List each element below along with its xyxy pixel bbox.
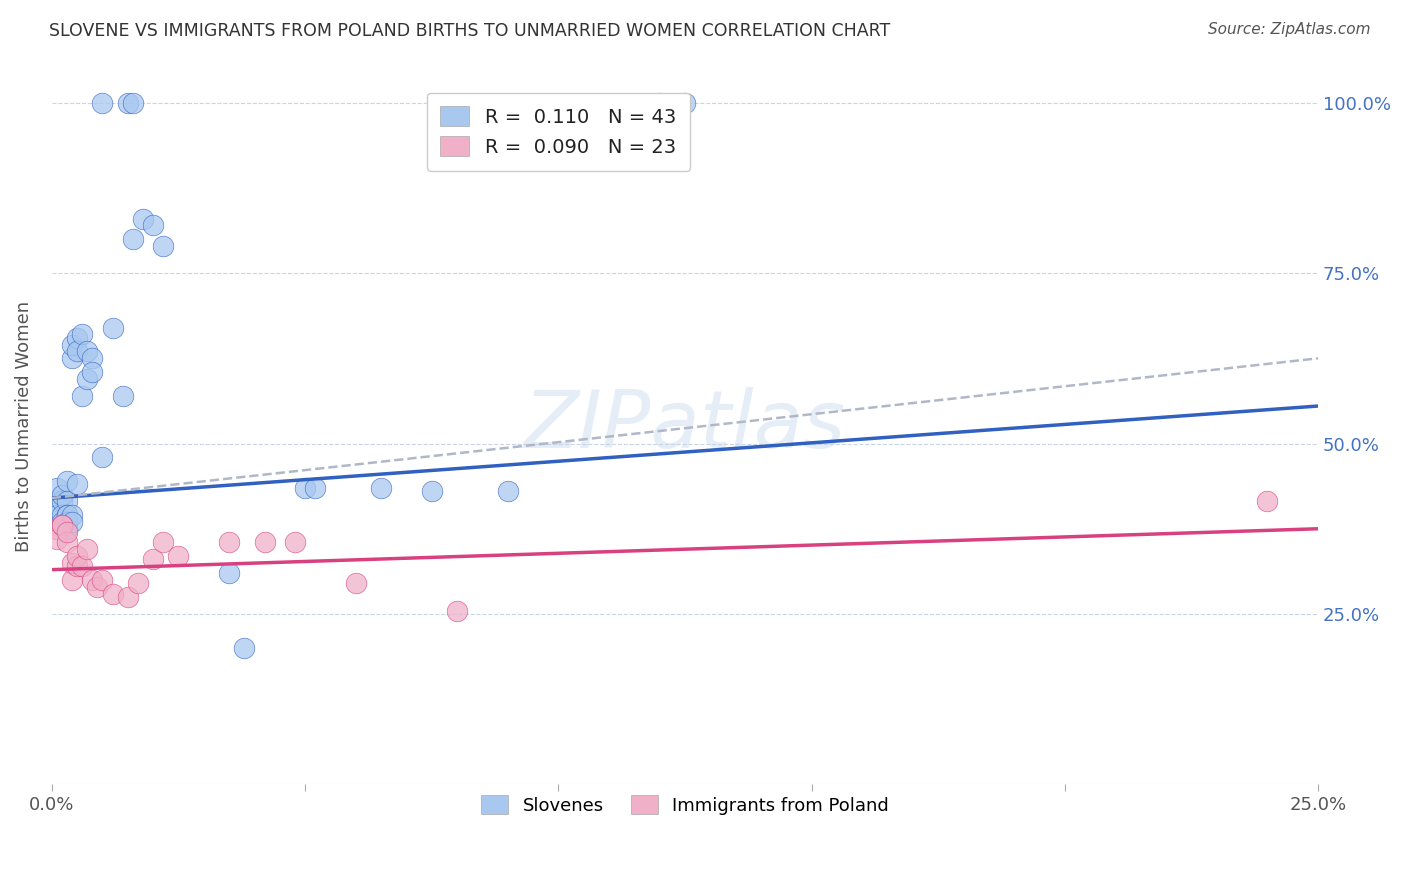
- Text: SLOVENE VS IMMIGRANTS FROM POLAND BIRTHS TO UNMARRIED WOMEN CORRELATION CHART: SLOVENE VS IMMIGRANTS FROM POLAND BIRTHS…: [49, 22, 890, 40]
- Point: [101, 586, 124, 600]
- Point: [56, 474, 79, 488]
- Point: [66, 344, 89, 359]
- Point: [56, 515, 79, 529]
- Point: [152, 535, 174, 549]
- Point: [60, 556, 83, 570]
- Point: [66, 331, 89, 345]
- Point: [86, 580, 108, 594]
- Point: [60, 508, 83, 522]
- Point: [56, 525, 79, 540]
- Point: [66, 549, 89, 563]
- Point: [218, 566, 240, 580]
- Point: [294, 481, 316, 495]
- Point: [51, 518, 73, 533]
- Point: [117, 95, 139, 110]
- Point: [60, 337, 83, 351]
- Point: [56, 522, 79, 536]
- Point: [121, 232, 143, 246]
- Point: [233, 641, 256, 656]
- Point: [60, 351, 83, 366]
- Point: [56, 508, 79, 522]
- Point: [253, 535, 276, 549]
- Point: [344, 576, 367, 591]
- Point: [70, 389, 93, 403]
- Point: [111, 389, 134, 403]
- Point: [673, 95, 696, 110]
- Point: [56, 508, 79, 522]
- Point: [91, 450, 114, 465]
- Point: [496, 484, 519, 499]
- Point: [82, 573, 104, 587]
- Point: [370, 481, 392, 495]
- Point: [142, 219, 165, 233]
- Point: [82, 365, 104, 379]
- Point: [167, 549, 190, 563]
- Point: [127, 576, 149, 591]
- Point: [45, 494, 67, 508]
- Point: [142, 552, 165, 566]
- Legend: Slovenes, Immigrants from Poland: Slovenes, Immigrants from Poland: [470, 784, 900, 825]
- Point: [76, 372, 98, 386]
- Point: [76, 344, 98, 359]
- Text: ZIPatlas: ZIPatlas: [524, 387, 846, 466]
- Point: [76, 542, 98, 557]
- Point: [70, 327, 93, 342]
- Text: Source: ZipAtlas.com: Source: ZipAtlas.com: [1208, 22, 1371, 37]
- Point: [51, 508, 73, 522]
- Point: [121, 95, 143, 110]
- Point: [66, 559, 89, 574]
- Point: [101, 320, 124, 334]
- Point: [648, 95, 671, 110]
- Point: [45, 532, 67, 546]
- Point: [51, 494, 73, 508]
- Point: [56, 494, 79, 508]
- Point: [45, 481, 67, 495]
- Point: [117, 590, 139, 604]
- Point: [152, 239, 174, 253]
- Point: [51, 488, 73, 502]
- Point: [60, 515, 83, 529]
- Point: [218, 535, 240, 549]
- Point: [82, 351, 104, 366]
- Point: [420, 484, 443, 499]
- Point: [45, 522, 67, 536]
- Point: [51, 515, 73, 529]
- Point: [70, 559, 93, 574]
- Point: [132, 211, 155, 226]
- Point: [446, 603, 468, 617]
- Y-axis label: Births to Unmarried Women: Births to Unmarried Women: [15, 301, 32, 552]
- Point: [91, 95, 114, 110]
- Point: [45, 508, 67, 522]
- Point: [304, 481, 326, 495]
- Point: [66, 477, 89, 491]
- Point: [91, 573, 114, 587]
- Point: [51, 518, 73, 533]
- Point: [284, 535, 307, 549]
- Point: [60, 573, 83, 587]
- Point: [56, 535, 79, 549]
- Point: [1256, 494, 1278, 508]
